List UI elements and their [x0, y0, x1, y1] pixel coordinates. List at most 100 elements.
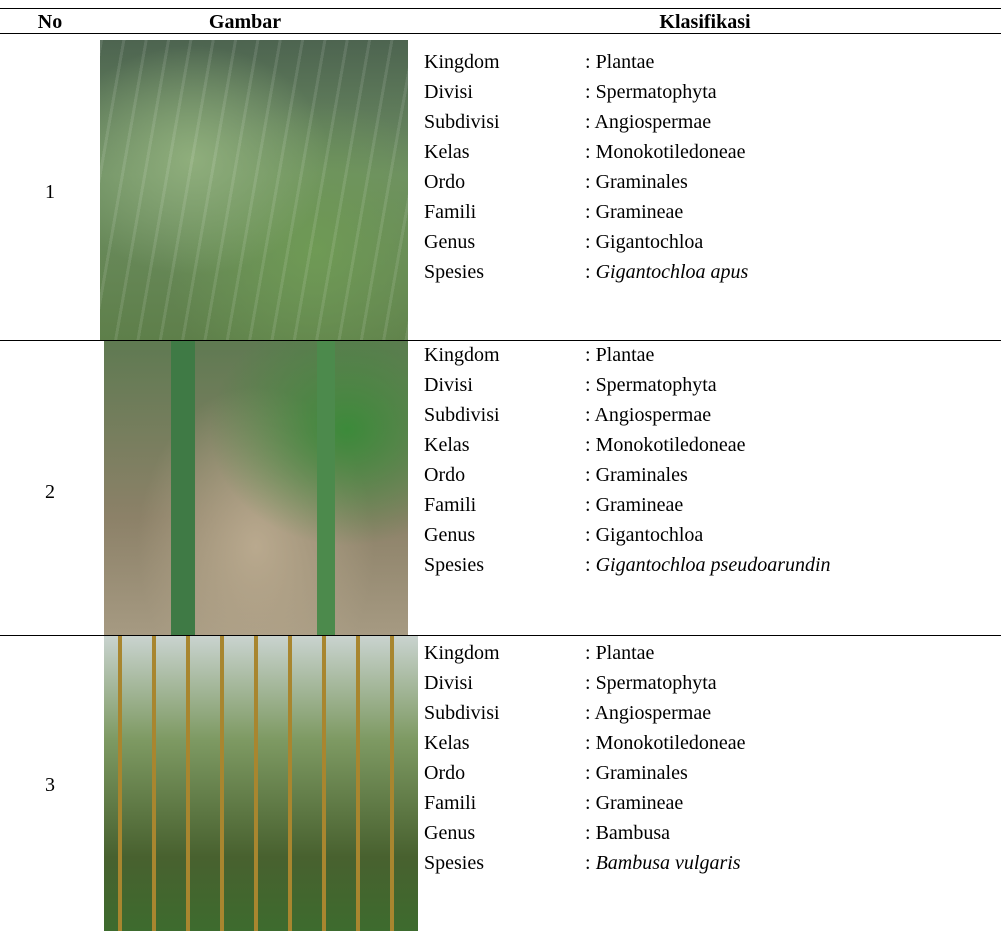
class-value: : Gigantochloa pseudoarundin	[585, 550, 831, 580]
value-text: Plantae	[595, 344, 655, 366]
class-label: Kelas	[424, 732, 470, 754]
value-text: Graminales	[595, 464, 688, 486]
class-label: Subdivisi	[424, 702, 500, 724]
species-name: Gigantochloa apus	[595, 261, 749, 283]
species-name: Gigantochloa pseudoarundin	[595, 554, 831, 576]
value-text: Plantae	[595, 51, 655, 73]
class-label: Kelas	[424, 141, 470, 163]
separator: :	[585, 111, 591, 133]
separator: :	[585, 51, 591, 73]
class-value: : Graminales	[585, 758, 688, 788]
bamboo-photo	[104, 341, 408, 635]
class-value: : Spermatophyta	[585, 77, 717, 107]
separator: :	[585, 672, 591, 694]
separator: :	[585, 344, 591, 366]
class-value: : Plantae	[585, 638, 654, 668]
class-value: : Spermatophyta	[585, 370, 717, 400]
separator: :	[585, 374, 591, 396]
class-label: Ordo	[424, 171, 466, 193]
value-text: Bambusa	[595, 822, 670, 844]
separator: :	[585, 642, 591, 664]
separator: :	[585, 524, 591, 546]
class-value: : Graminales	[585, 167, 688, 197]
class-label: Ordo	[424, 464, 466, 486]
class-label: Divisi	[424, 672, 473, 694]
class-label: Famili	[424, 792, 477, 814]
value-text: Monokotiledoneae	[595, 732, 746, 754]
row-number: 2	[45, 481, 55, 503]
separator: :	[585, 81, 591, 103]
row-rule	[0, 635, 1001, 636]
class-label: Spesies	[424, 261, 484, 283]
separator: :	[585, 494, 591, 516]
class-value: : Plantae	[585, 47, 654, 77]
class-label: Famili	[424, 201, 477, 223]
separator: :	[585, 434, 591, 456]
header-no: No	[37, 11, 63, 33]
class-value: : Angiospermae	[585, 107, 711, 137]
class-value: : Angiospermae	[585, 400, 711, 430]
separator: :	[585, 554, 591, 576]
class-label: Genus	[424, 822, 476, 844]
class-label: Famili	[424, 494, 477, 516]
separator: :	[585, 702, 591, 724]
class-label: Kelas	[424, 434, 470, 456]
class-value: : Plantae	[585, 340, 654, 370]
class-value: : Gramineae	[585, 490, 683, 520]
value-text: Gramineae	[595, 494, 684, 516]
row-rule	[0, 340, 1001, 341]
separator: :	[585, 171, 591, 193]
value-text: Graminales	[595, 171, 688, 193]
value-text: Angiospermae	[594, 111, 712, 133]
class-value: : Gramineae	[585, 788, 683, 818]
class-label: Divisi	[424, 374, 473, 396]
class-value: : Gramineae	[585, 197, 683, 227]
class-value: : Monokotiledoneae	[585, 728, 746, 758]
value-text: Graminales	[595, 762, 688, 784]
class-value: : Angiospermae	[585, 698, 711, 728]
value-text: Gramineae	[595, 201, 684, 223]
separator: :	[585, 231, 591, 253]
bamboo-photo	[100, 40, 408, 340]
class-label: Divisi	[424, 81, 473, 103]
value-text: Monokotiledoneae	[595, 434, 746, 456]
value-text: Spermatophyta	[595, 81, 717, 103]
top-rule	[0, 8, 1001, 9]
value-text: Angiospermae	[594, 404, 712, 426]
class-label: Ordo	[424, 762, 466, 784]
row-number: 1	[45, 181, 55, 203]
separator: :	[585, 732, 591, 754]
class-label: Subdivisi	[424, 111, 500, 133]
class-label: Spesies	[424, 554, 484, 576]
class-value: : Gigantochloa apus	[585, 257, 748, 287]
value-text: Monokotiledoneae	[595, 141, 746, 163]
separator: :	[585, 404, 591, 426]
separator: :	[585, 201, 591, 223]
class-label: Genus	[424, 524, 476, 546]
header-rule	[0, 33, 1001, 34]
row-number: 3	[45, 774, 55, 796]
class-label: Subdivisi	[424, 404, 500, 426]
class-label: Kingdom	[424, 642, 500, 664]
class-label: Kingdom	[424, 51, 500, 73]
class-value: : Bambusa vulgaris	[585, 848, 741, 878]
header-klasifikasi: Klasifikasi	[659, 11, 751, 33]
separator: :	[585, 792, 591, 814]
bamboo-photo	[104, 636, 418, 931]
class-value: : Monokotiledoneae	[585, 137, 746, 167]
class-label: Kingdom	[424, 344, 500, 366]
class-label: Spesies	[424, 852, 484, 874]
class-value: : Graminales	[585, 460, 688, 490]
value-text: Spermatophyta	[595, 672, 717, 694]
separator: :	[585, 464, 591, 486]
species-name: Bambusa vulgaris	[595, 852, 741, 874]
separator: :	[585, 822, 591, 844]
class-value: : Spermatophyta	[585, 668, 717, 698]
class-value: : Gigantochloa	[585, 520, 703, 550]
value-text: Plantae	[595, 642, 655, 664]
class-value: : Bambusa	[585, 818, 670, 848]
value-text: Gigantochloa	[595, 524, 704, 546]
value-text: Angiospermae	[594, 702, 712, 724]
value-text: Spermatophyta	[595, 374, 717, 396]
class-value: : Monokotiledoneae	[585, 430, 746, 460]
